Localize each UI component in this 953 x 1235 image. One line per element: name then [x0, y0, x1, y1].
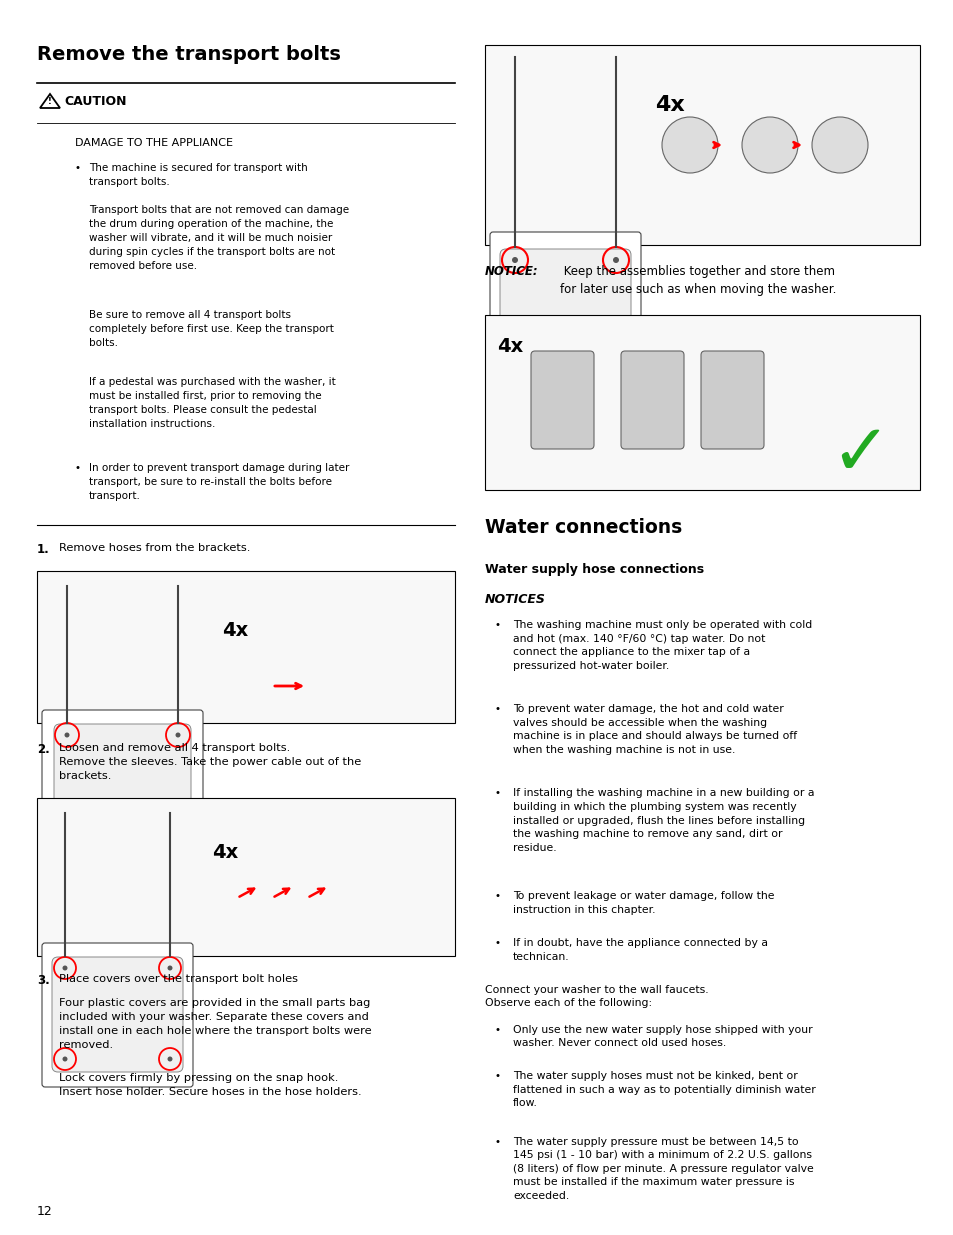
Text: 2.: 2.: [37, 743, 50, 756]
Bar: [484, 315, 919, 490]
Bar: [37, 798, 455, 956]
Text: 4x: 4x: [655, 95, 684, 115]
Text: 3.: 3.: [37, 974, 50, 987]
Text: Only use the new water supply hose shipped with your
washer. Never connect old u: Only use the new water supply hose shipp…: [513, 1025, 812, 1049]
Text: •: •: [75, 463, 81, 473]
FancyBboxPatch shape: [42, 944, 193, 1087]
Text: •: •: [75, 163, 81, 173]
Text: To prevent water damage, the hot and cold water
valves should be accessible when: To prevent water damage, the hot and col…: [513, 704, 797, 755]
Text: If a pedestal was purchased with the washer, it
must be installed first, prior t: If a pedestal was purchased with the was…: [89, 377, 335, 429]
FancyBboxPatch shape: [54, 724, 191, 832]
Text: Water supply hose connections: Water supply hose connections: [484, 563, 703, 576]
FancyBboxPatch shape: [499, 249, 630, 401]
Text: DAMAGE TO THE APPLIANCE: DAMAGE TO THE APPLIANCE: [75, 138, 233, 148]
Text: 4x: 4x: [222, 621, 248, 640]
Circle shape: [65, 732, 70, 737]
FancyBboxPatch shape: [42, 710, 203, 848]
Text: Place covers over the transport bolt holes: Place covers over the transport bolt hol…: [59, 974, 297, 984]
Text: In order to prevent transport damage during later
transport, be sure to re-insta: In order to prevent transport damage dur…: [89, 463, 349, 501]
Text: NOTICES: NOTICES: [484, 593, 545, 606]
Text: Water connections: Water connections: [484, 517, 681, 537]
Circle shape: [512, 257, 517, 263]
Circle shape: [63, 966, 68, 971]
Text: To prevent leakage or water damage, follow the
instruction in this chapter.: To prevent leakage or water damage, foll…: [513, 892, 774, 915]
Text: The washing machine must only be operated with cold
and hot (max. 140 °F/60 °C) : The washing machine must only be operate…: [513, 620, 811, 671]
Circle shape: [811, 117, 867, 173]
Text: Connect your washer to the wall faucets.
Observe each of the following:: Connect your washer to the wall faucets.…: [484, 984, 708, 1008]
Text: 1.: 1.: [37, 543, 50, 556]
FancyBboxPatch shape: [700, 351, 763, 450]
Bar: [37, 571, 455, 722]
Text: NOTICE:: NOTICE:: [484, 266, 538, 278]
Text: !: !: [48, 98, 51, 106]
Text: Four plastic covers are provided in the small parts bag
included with your washe: Four plastic covers are provided in the …: [59, 998, 372, 1050]
Circle shape: [175, 818, 180, 823]
FancyBboxPatch shape: [531, 351, 594, 450]
FancyBboxPatch shape: [52, 957, 183, 1072]
Circle shape: [512, 384, 517, 390]
Text: 12: 12: [37, 1205, 52, 1218]
Text: Remove the transport bolts: Remove the transport bolts: [37, 44, 340, 64]
Circle shape: [175, 732, 180, 737]
Text: 4x: 4x: [497, 337, 522, 356]
Text: Lock covers firmly by pressing on the snap hook.
Insert hose holder. Secure hose: Lock covers firmly by pressing on the sn…: [59, 1073, 361, 1097]
Circle shape: [661, 117, 718, 173]
Text: Be sure to remove all 4 transport bolts
completely before first use. Keep the tr: Be sure to remove all 4 transport bolts …: [89, 310, 334, 348]
Text: •: •: [495, 1071, 500, 1081]
Text: •: •: [495, 704, 500, 714]
Text: •: •: [495, 788, 500, 798]
Text: The machine is secured for transport with
transport bolts.: The machine is secured for transport wit…: [89, 163, 308, 186]
Circle shape: [63, 1056, 68, 1062]
Text: Loosen and remove all 4 transport bolts.
Remove the sleeves. Take the power cabl: Loosen and remove all 4 transport bolts.…: [59, 743, 361, 781]
Bar: [484, 44, 919, 245]
Text: If installing the washing machine in a new building or a
building in which the p: If installing the washing machine in a n…: [513, 788, 814, 853]
Circle shape: [168, 966, 172, 971]
FancyBboxPatch shape: [490, 232, 640, 417]
Circle shape: [741, 117, 797, 173]
Text: If in doubt, have the appliance connected by a
technican.: If in doubt, have the appliance connecte…: [513, 939, 767, 962]
Circle shape: [613, 257, 618, 263]
Text: 4x: 4x: [212, 844, 238, 862]
FancyBboxPatch shape: [620, 351, 683, 450]
Text: •: •: [495, 1136, 500, 1146]
Text: Keep the assemblies together and store them
for later use such as when moving th: Keep the assemblies together and store t…: [559, 266, 836, 296]
Circle shape: [65, 818, 70, 823]
Text: The water supply pressure must be between 14,5 to
145 psi (1 - 10 bar) with a mi: The water supply pressure must be betwee…: [513, 1136, 813, 1200]
Text: Remove hoses from the brackets.: Remove hoses from the brackets.: [59, 543, 250, 553]
Text: CAUTION: CAUTION: [64, 95, 127, 107]
Text: ✓: ✓: [829, 420, 889, 489]
Text: •: •: [495, 892, 500, 902]
Circle shape: [613, 384, 618, 390]
Text: •: •: [495, 939, 500, 948]
Text: Transport bolts that are not removed can damage
the drum during operation of the: Transport bolts that are not removed can…: [89, 205, 349, 270]
Text: •: •: [495, 1025, 500, 1035]
Text: The water supply hoses must not be kinked, bent or
flattened in such a way as to: The water supply hoses must not be kinke…: [513, 1071, 815, 1108]
Circle shape: [168, 1056, 172, 1062]
Text: •: •: [495, 620, 500, 630]
